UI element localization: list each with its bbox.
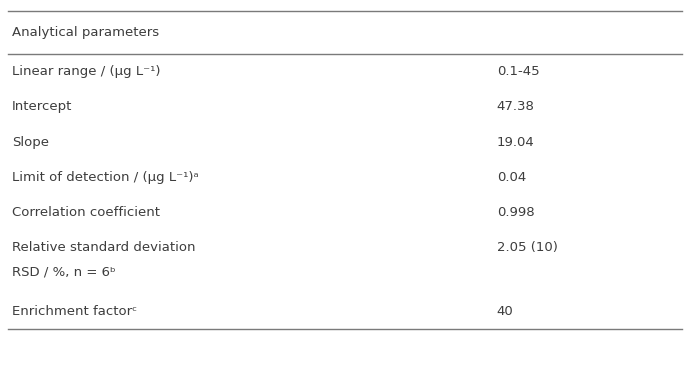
Text: 40: 40 [497,305,513,318]
Text: Analytical parameters: Analytical parameters [12,26,159,39]
Text: Intercept: Intercept [12,100,72,113]
Text: 0.998: 0.998 [497,206,535,219]
Text: Linear range / (μg L⁻¹): Linear range / (μg L⁻¹) [12,65,160,78]
Text: RSD / %, n = 6ᵇ: RSD / %, n = 6ᵇ [12,265,115,278]
Text: Limit of detection / (μg L⁻¹)ᵃ: Limit of detection / (μg L⁻¹)ᵃ [12,171,199,184]
Text: Relative standard deviation: Relative standard deviation [12,241,195,254]
Text: 2.05 (10): 2.05 (10) [497,241,558,254]
Text: Slope: Slope [12,136,49,149]
Text: Correlation coefficient: Correlation coefficient [12,206,159,219]
Text: 19.04: 19.04 [497,136,535,149]
Text: 47.38: 47.38 [497,100,535,113]
Text: 0.04: 0.04 [497,171,526,184]
Text: Enrichment factorᶜ: Enrichment factorᶜ [12,305,137,318]
Text: 0.1-45: 0.1-45 [497,65,540,78]
